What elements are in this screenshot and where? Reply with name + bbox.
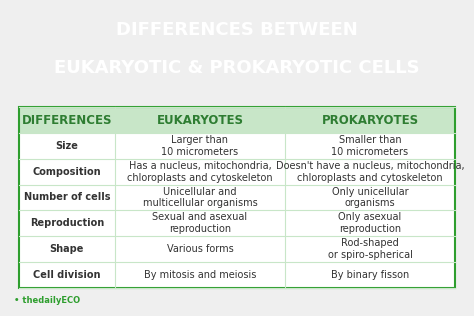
Text: Number of cells: Number of cells <box>24 192 110 203</box>
Text: Sexual and asexual
reproduction: Sexual and asexual reproduction <box>152 212 247 234</box>
Text: Has a nucleus, mitochondria,
chloroplasts and cytoskeleton: Has a nucleus, mitochondria, chloroplast… <box>127 161 273 183</box>
Text: DIFFERENCES: DIFFERENCES <box>22 114 112 127</box>
Text: Only asexual
reproduction: Only asexual reproduction <box>338 212 401 234</box>
Text: Only unicellular
organisms: Only unicellular organisms <box>332 187 408 208</box>
Text: DIFFERENCES BETWEEN: DIFFERENCES BETWEEN <box>116 21 358 39</box>
Bar <box>19 107 455 133</box>
Text: EUKARYOTES: EUKARYOTES <box>156 114 244 127</box>
Text: By mitosis and meiosis: By mitosis and meiosis <box>144 270 256 280</box>
Text: Cell division: Cell division <box>33 270 100 280</box>
Text: Composition: Composition <box>33 167 101 177</box>
Text: • thedailyECO: • thedailyECO <box>14 296 81 305</box>
Text: By binary fisson: By binary fisson <box>331 270 409 280</box>
Text: Doesn't have a nucleus, mitochondria,
chloroplasts and cytoskeleton: Doesn't have a nucleus, mitochondria, ch… <box>276 161 465 183</box>
Text: Smaller than
10 micrometers: Smaller than 10 micrometers <box>331 135 409 157</box>
Text: Rod-shaped
or spiro-spherical: Rod-shaped or spiro-spherical <box>328 238 412 260</box>
Text: PROKARYOTES: PROKARYOTES <box>321 114 419 127</box>
Text: Various forms: Various forms <box>166 244 233 254</box>
Text: Reproduction: Reproduction <box>30 218 104 228</box>
Text: Unicellular and
multicellular organisms: Unicellular and multicellular organisms <box>143 187 257 208</box>
Text: Size: Size <box>55 141 78 151</box>
Text: EUKARYOTIC & PROKARYOTIC CELLS: EUKARYOTIC & PROKARYOTIC CELLS <box>54 59 420 77</box>
Text: Shape: Shape <box>50 244 84 254</box>
Text: Larger than
10 micrometers: Larger than 10 micrometers <box>161 135 238 157</box>
